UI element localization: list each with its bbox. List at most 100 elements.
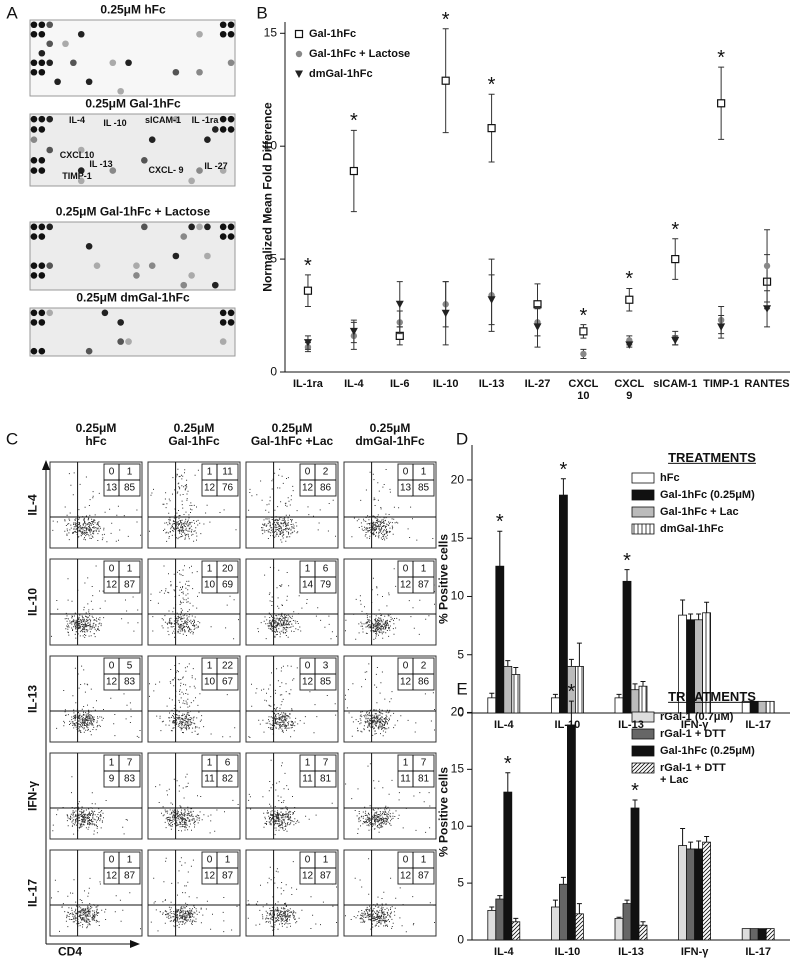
blot-spot (38, 126, 46, 133)
error-bar (632, 683, 638, 690)
legend-label: Gal-1hFc + Lactose (309, 47, 411, 60)
error-bar (688, 613, 694, 620)
blot-spot (30, 30, 38, 38)
blot-spot (38, 21, 46, 29)
blot-spot (30, 68, 38, 76)
quadrant-percent: 13 (399, 482, 412, 494)
quadrant-percent: 0 (304, 854, 311, 866)
blot-spot (46, 115, 54, 123)
quadrant-percent: 1 (304, 563, 311, 575)
row-label: IL-10 (25, 587, 40, 617)
x-tick-label: CXCL 9 (614, 378, 645, 403)
quadrant-percent: 1 (206, 660, 213, 672)
significance-label: * (579, 304, 588, 327)
blot-spot (38, 49, 46, 57)
quadrant-percent: 1 (304, 757, 311, 769)
blot-spot (227, 126, 235, 133)
y-tick-label: 10 (450, 588, 464, 603)
arrowhead (42, 460, 50, 470)
blot-spot (38, 30, 46, 38)
blot-spot (30, 136, 38, 144)
x-tick-label: IL-17 (745, 719, 772, 731)
quadrant-percent: 12 (105, 870, 118, 882)
quadrant-percent: 22 (221, 660, 234, 672)
blot-spot (70, 59, 77, 67)
blot-annotation: sICAM-1 (144, 115, 182, 126)
error-bar (497, 895, 503, 900)
quadrant-percent: 86 (417, 676, 430, 688)
error-bar (632, 799, 638, 809)
quadrant-percent: 12 (203, 482, 216, 494)
error-bar (616, 916, 622, 919)
legend-title: TREATMENTS (668, 449, 756, 465)
significance-label: * (559, 458, 568, 481)
quadrant-percent: 0 (402, 466, 409, 478)
column-header: 0.25μM dmGal-1hFc (355, 421, 425, 449)
quadrant-percent: 1 (420, 854, 427, 866)
x-tick-label: IL-17 (745, 946, 772, 958)
x-tick-label: IL-6 (389, 378, 410, 390)
significance-label: * (567, 681, 576, 704)
quadrant-percent: 76 (221, 482, 234, 494)
column-header: 0.25μM Gal-1hFc (168, 421, 220, 449)
blot-spot (38, 309, 46, 317)
row-label: IL-13 (25, 684, 40, 714)
blot-spot (38, 59, 46, 67)
significance-label: * (671, 218, 680, 241)
blot-spot (38, 233, 46, 240)
blot-spot (38, 347, 46, 355)
blot-spot (46, 309, 54, 317)
quadrant-percent: 81 (417, 773, 430, 785)
x-tick-label: IL-10 (554, 719, 581, 731)
legend-marker (295, 50, 303, 58)
x-tick-label: IL-13 (618, 719, 644, 731)
significance-label: * (625, 268, 634, 291)
blot-annotation: CXCL10 (59, 150, 95, 161)
bar (495, 898, 505, 941)
event-dots (149, 468, 237, 542)
blot-annotation: IL -27 (204, 161, 228, 172)
blot-title: 0.25μM Gal-1hFc + Lactose (55, 204, 211, 219)
bar (757, 928, 767, 941)
quadrant-percent: 1 (108, 757, 115, 769)
bar (575, 913, 584, 941)
quadrant-percent: 12 (203, 870, 216, 882)
blot-spot (77, 177, 85, 185)
blot-spot (188, 223, 195, 231)
legend-label: rGal-1 (0.7μM) (660, 711, 734, 723)
quadrant-percent: 67 (221, 676, 234, 688)
blot-spot (46, 146, 54, 154)
legend-label: Gal-1hFc (0.25μM) (660, 489, 755, 501)
blot-spot (30, 59, 38, 67)
bar (622, 580, 632, 714)
row-label: IFN-γ (25, 781, 40, 811)
bar (551, 906, 560, 941)
blot-spot (204, 252, 211, 260)
bar (702, 841, 711, 941)
blot-spot (30, 319, 38, 326)
blot-title: 0.25μM hFc (100, 2, 166, 17)
blot-spot (38, 272, 46, 279)
quadrant-percent: 12 (301, 482, 314, 494)
bar (511, 674, 521, 714)
error-bar (680, 827, 686, 846)
legend-marker (294, 29, 304, 39)
blot-spot (219, 309, 227, 317)
error-bar (497, 530, 503, 567)
event-dots (351, 469, 434, 541)
quadrant-percent: 87 (221, 870, 234, 882)
error-bar (568, 658, 574, 667)
legend-marker (295, 70, 303, 78)
bar (749, 928, 759, 941)
blot-spot (211, 281, 219, 289)
blot-spot (30, 115, 38, 123)
quadrant-percent: 3 (322, 660, 329, 672)
legend-label: dmGal-1hFc (309, 67, 373, 80)
blot-spot (38, 115, 46, 123)
quadrant-percent: 85 (123, 482, 136, 494)
y-tick-label: 0 (457, 705, 464, 720)
blot-spot (219, 167, 227, 174)
blot-spot (227, 309, 235, 317)
quadrant-percent: 13 (105, 482, 118, 494)
